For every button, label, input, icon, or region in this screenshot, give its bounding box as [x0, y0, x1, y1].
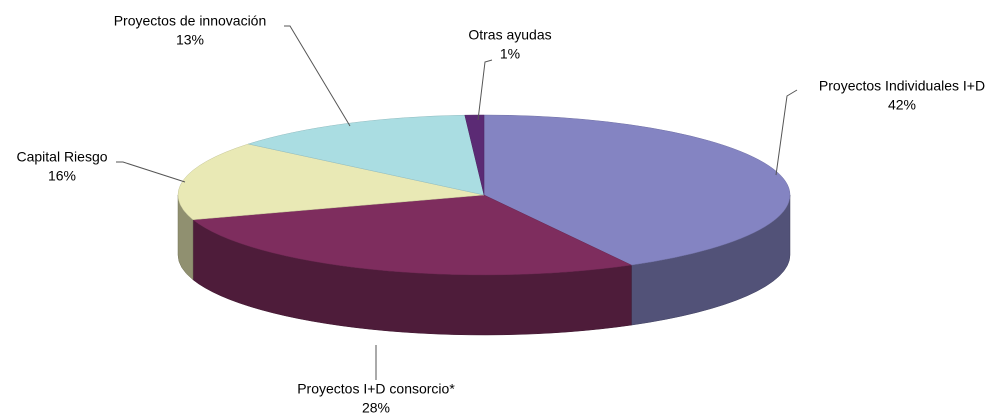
pie-slice: [247, 114, 485, 196]
slice-value-label: 16%: [48, 168, 76, 184]
slice-label: Proyectos de innovación: [114, 13, 267, 29]
slice-label: Capital Riesgo: [16, 149, 107, 165]
slice-value-label: 42%: [888, 97, 916, 113]
slice-label: Otras ayudas: [468, 27, 551, 43]
slice-label: Proyectos Individuales I+D: [819, 78, 985, 94]
pie-slice: [483, 114, 791, 266]
pie-slice: [192, 194, 633, 276]
leader-line: [116, 161, 186, 183]
leader-line: [284, 25, 351, 127]
leader-line: [477, 59, 493, 121]
pie-slice: [464, 114, 485, 196]
slice-value-label: 28%: [362, 400, 390, 416]
pie-slice: [177, 143, 485, 220]
slice-value-label: 1%: [500, 46, 520, 62]
slice-value-label: 13%: [176, 32, 204, 48]
pie-sides: [177, 194, 791, 336]
slice-label: Proyectos I+D consorcio*: [297, 381, 455, 397]
leader-line: [775, 89, 798, 176]
pie-tops: [177, 114, 791, 276]
